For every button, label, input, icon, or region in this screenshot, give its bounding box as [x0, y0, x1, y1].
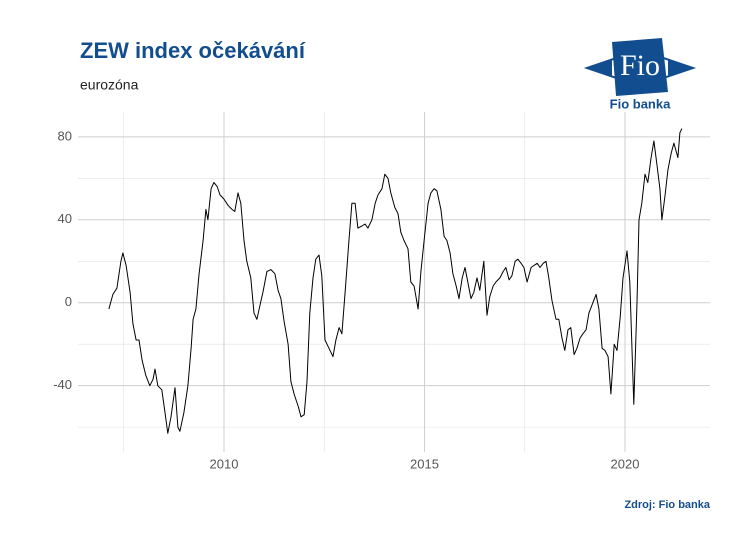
y-tick-label: 0 [65, 294, 72, 309]
data-line [108, 128, 683, 434]
logo-caption: Fio banka [610, 96, 671, 111]
y-tick-label: 80 [58, 128, 72, 143]
chart-title: ZEW index očekávání [80, 38, 306, 63]
y-tick-label: 40 [58, 211, 72, 226]
x-tick-label: 2020 [611, 456, 640, 471]
chart-subtitle: eurozóna [80, 77, 139, 93]
source: Zdroj: Fio banka [624, 499, 710, 511]
x-tick-label: 2010 [210, 456, 239, 471]
y-tick-label: -40 [53, 377, 72, 392]
logo: Fio Fio banka [583, 38, 697, 111]
logo-text: Fio [620, 49, 660, 82]
x-tick-label: 2015 [410, 456, 439, 471]
